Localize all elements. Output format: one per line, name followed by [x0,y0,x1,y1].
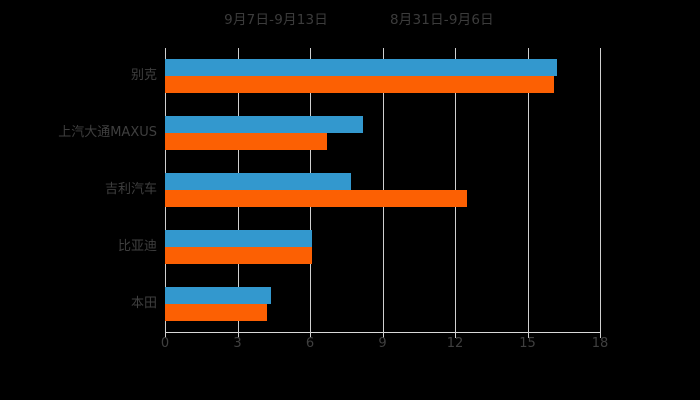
bar-1-2[interactable] [165,190,468,207]
legend-marker-square-icon [372,16,383,27]
x-tick-mark [527,332,529,338]
bar-0-3[interactable] [165,229,313,247]
category-axis: 别克上汽大通MAXUS 吉利汽车比亚迪本田 [0,48,157,332]
x-tick-label: 15 [519,336,536,351]
bar-1-1[interactable] [165,133,327,151]
category-label: 比亚迪 [117,238,157,254]
category-label: 本田 [130,295,157,311]
category-label: 上汽大通MAXUS [58,125,157,141]
x-tick-mark [455,332,456,338]
gridline [527,48,529,332]
x-tick-label: 3 [233,336,242,351]
x-tick-label: 6 [305,336,315,351]
legend-marker-circle-icon [206,16,217,27]
category-label: 别克 [130,68,157,84]
x-tick-label: 0 [160,336,170,351]
bar-1-3[interactable] [165,246,313,264]
legend-label-series-1: 8月31日-9月6日 [390,12,494,29]
bar-1-0[interactable] [165,76,555,94]
legend-item-series-1[interactable]: 8月31日-9月6日 [372,14,494,28]
bar-0-4[interactable] [165,286,272,304]
legend-label-series-0: 9月7日-9月13日 [224,12,328,29]
plot-area [165,48,601,332]
category-label: 吉利汽车 [104,182,157,197]
x-tick-mark [310,332,311,338]
chart-legend: 9月7日-9月13日 8月31日-9月6日 [0,8,700,34]
x-tick-mark [237,332,239,338]
gridline [600,48,601,332]
x-tick-label: 18 [591,336,609,351]
bar-0-0[interactable] [165,59,557,77]
bar-1-4[interactable] [165,303,267,321]
bar-0-2[interactable] [165,173,352,190]
x-tick-mark [382,332,384,338]
x-tick-label: 12 [446,336,464,351]
x-tick-mark [165,332,166,338]
legend-item-series-0[interactable]: 9月7日-9月13日 [206,14,328,28]
x-tick-mark [600,332,601,338]
bar-0-1[interactable] [165,116,364,134]
x-tick-label: 9 [378,336,387,351]
